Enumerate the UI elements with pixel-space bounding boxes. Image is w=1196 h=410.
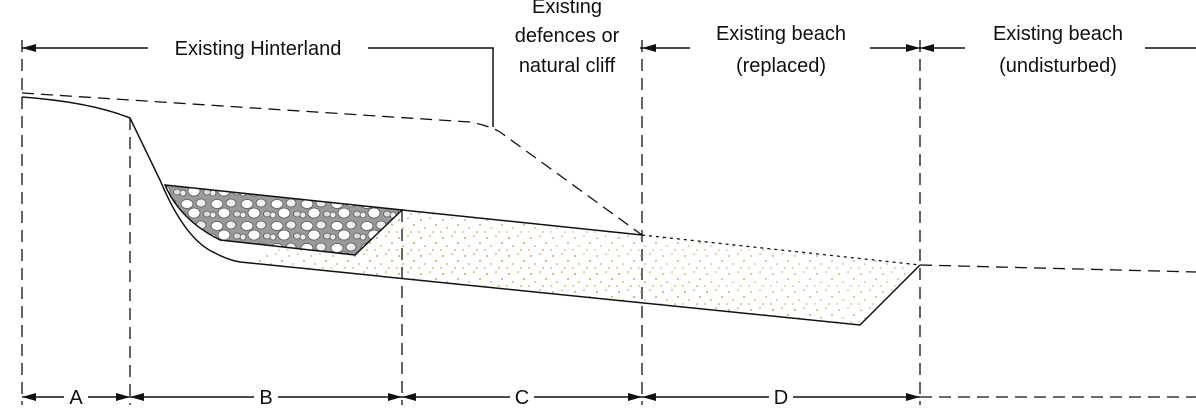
- zone-letter: B: [259, 387, 272, 409]
- zone-heading: Existing: [532, 0, 602, 18]
- zone-letter: C: [515, 387, 529, 409]
- zone-heading: (undisturbed): [999, 55, 1117, 77]
- vertical-guides: [21, 40, 921, 405]
- zone-heading: Existing Hinterland: [175, 38, 342, 60]
- ground-section: [21, 48, 1196, 326]
- zone-heading: natural cliff: [519, 55, 616, 77]
- top-dimensions: [22, 20, 1196, 80]
- bottom-dimensions: [22, 386, 1196, 408]
- zone-letter: D: [774, 387, 788, 409]
- zone-heading: (replaced): [736, 55, 826, 77]
- zone-heading: Existing beach: [716, 23, 846, 45]
- top-labels: Existing Hinterland Existing defences or na…: [175, 0, 1123, 77]
- zone-labels: A B C D: [69, 387, 788, 409]
- zone-letter: A: [69, 387, 83, 409]
- zone-heading: Existing beach: [993, 23, 1123, 45]
- zone-heading: defences or: [515, 25, 620, 47]
